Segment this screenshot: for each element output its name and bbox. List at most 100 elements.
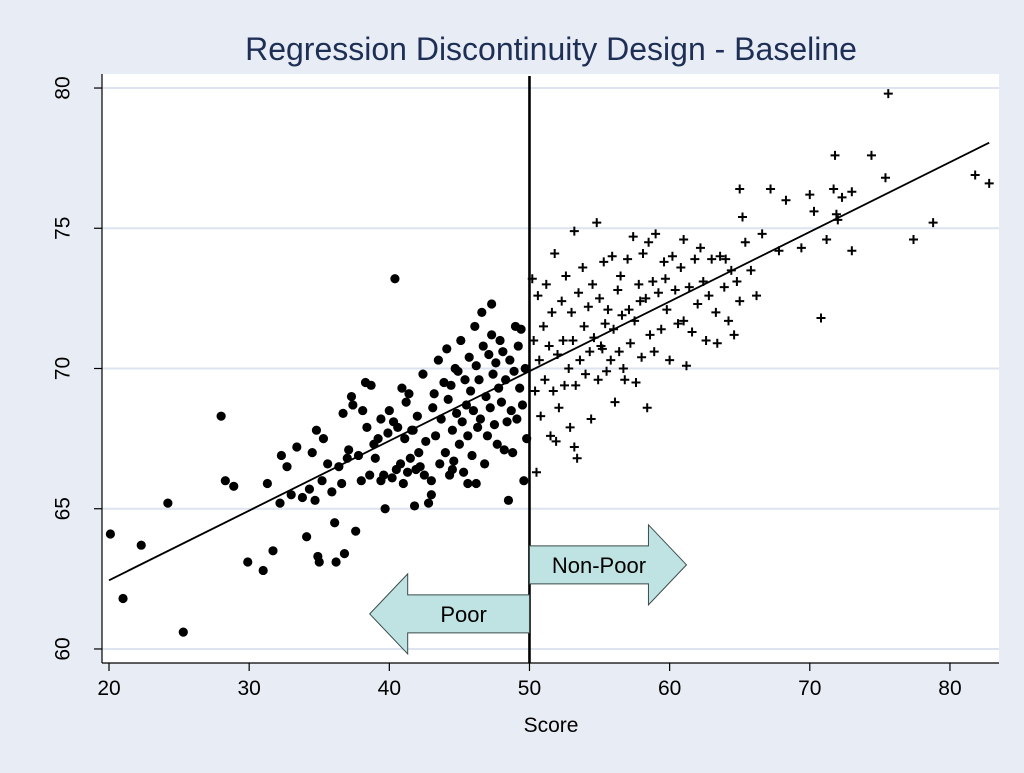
data-point-circle bbox=[428, 403, 438, 413]
data-point-plus bbox=[831, 209, 841, 219]
data-point-circle bbox=[286, 490, 296, 500]
data-point-plus bbox=[735, 184, 745, 194]
data-point-circle bbox=[433, 355, 443, 365]
data-point-circle bbox=[495, 335, 505, 346]
data-point-plus bbox=[592, 218, 602, 228]
y-tick-label: 80 bbox=[52, 76, 75, 99]
data-point-circle bbox=[346, 391, 357, 402]
data-point-circle bbox=[454, 439, 464, 449]
axes: 60 65 70 75 80 20 30 40 50 60 70 80 bbox=[52, 74, 999, 700]
data-point-circle bbox=[429, 389, 439, 399]
data-point-circle bbox=[220, 476, 230, 486]
data-point-plus bbox=[644, 237, 654, 247]
data-point-circle bbox=[461, 400, 472, 410]
data-point-circle bbox=[419, 470, 429, 480]
data-point-plus bbox=[723, 316, 733, 326]
data-point-plus bbox=[616, 271, 626, 281]
data-point-circle bbox=[384, 405, 394, 416]
data-point-circle bbox=[331, 557, 341, 567]
data-point-circle bbox=[400, 434, 410, 444]
data-point-circle bbox=[512, 414, 522, 424]
data-point-plus bbox=[816, 313, 826, 323]
data-point-circle bbox=[314, 557, 324, 567]
data-point-circle bbox=[397, 383, 407, 393]
data-point-plus bbox=[541, 279, 551, 289]
data-point-plus bbox=[670, 285, 680, 295]
data-point-circle bbox=[477, 307, 487, 318]
data-point-circle bbox=[402, 467, 413, 477]
data-point-circle bbox=[466, 386, 476, 396]
data-point-plus bbox=[638, 249, 648, 259]
grid-lines bbox=[102, 87, 999, 650]
data-point-plus bbox=[567, 307, 577, 317]
data-point-circle bbox=[297, 492, 308, 503]
data-point-circle bbox=[323, 459, 333, 469]
data-point-circle bbox=[317, 476, 327, 486]
data-point-plus bbox=[880, 173, 890, 183]
data-point-circle bbox=[499, 445, 509, 455]
data-point-plus bbox=[579, 321, 589, 331]
data-point-circle bbox=[515, 383, 525, 393]
data-point-plus bbox=[597, 344, 607, 354]
data-point-plus bbox=[610, 397, 620, 407]
data-point-circle bbox=[178, 627, 188, 637]
data-point-circle bbox=[457, 417, 467, 427]
data-point-plus bbox=[600, 319, 610, 329]
data-point-circle bbox=[485, 403, 495, 413]
data-point-circle bbox=[430, 431, 441, 441]
data-point-plus bbox=[796, 243, 806, 253]
data-point-circle bbox=[489, 419, 500, 430]
data-point-circle bbox=[470, 321, 480, 332]
y-tick-label: 60 bbox=[52, 637, 75, 660]
data-point-circle bbox=[435, 459, 445, 469]
data-point-plus bbox=[546, 431, 555, 441]
data-point-circle bbox=[498, 347, 508, 357]
data-point-circle bbox=[475, 414, 486, 424]
data-point-plus bbox=[681, 361, 691, 371]
data-point-circle bbox=[398, 478, 408, 489]
data-point-circle bbox=[467, 450, 477, 461]
data-point-plus bbox=[651, 229, 661, 239]
data-point-plus bbox=[540, 375, 550, 385]
data-point-plus bbox=[617, 310, 627, 320]
data-point-plus bbox=[665, 355, 675, 365]
data-point-circle bbox=[509, 366, 519, 376]
data-point-circle bbox=[415, 462, 425, 472]
data-point-circle bbox=[229, 481, 239, 491]
data-point-plus bbox=[707, 254, 717, 264]
data-point-plus bbox=[809, 206, 819, 216]
data-point-circle bbox=[447, 464, 457, 475]
data-point-circle bbox=[282, 462, 292, 472]
data-point-circle bbox=[275, 498, 285, 508]
data-point-plus bbox=[544, 341, 554, 351]
x-tick-label: 50 bbox=[518, 677, 541, 700]
data-point-circle bbox=[348, 400, 358, 410]
data-point-circle bbox=[496, 397, 507, 407]
data-point-circle bbox=[390, 274, 400, 284]
data-point-plus bbox=[550, 249, 560, 259]
data-point-plus bbox=[866, 150, 876, 160]
data-point-circle bbox=[471, 361, 481, 371]
data-point-plus bbox=[568, 335, 578, 345]
data-point-plus bbox=[649, 347, 659, 357]
data-point-circle bbox=[409, 501, 420, 511]
data-point-circle bbox=[243, 557, 253, 567]
data-point-plus bbox=[586, 414, 596, 424]
data-point-circle bbox=[105, 529, 116, 539]
data-point-circle bbox=[362, 422, 372, 432]
data-point-plus bbox=[531, 467, 541, 477]
data-point-circle bbox=[358, 405, 368, 416]
data-point-plus bbox=[738, 212, 748, 222]
data-point-plus bbox=[732, 277, 742, 287]
data-point-plus bbox=[676, 263, 686, 273]
data-point-circle bbox=[344, 445, 354, 455]
x-axis-label: Score bbox=[524, 714, 579, 737]
data-point-circle bbox=[449, 456, 459, 466]
data-point-plus bbox=[628, 232, 638, 242]
data-point-plus bbox=[607, 251, 617, 261]
data-point-plus bbox=[735, 296, 745, 306]
data-points bbox=[105, 89, 994, 637]
data-point-circle bbox=[339, 549, 350, 559]
data-point-plus bbox=[561, 271, 571, 281]
data-point-circle bbox=[516, 324, 526, 334]
